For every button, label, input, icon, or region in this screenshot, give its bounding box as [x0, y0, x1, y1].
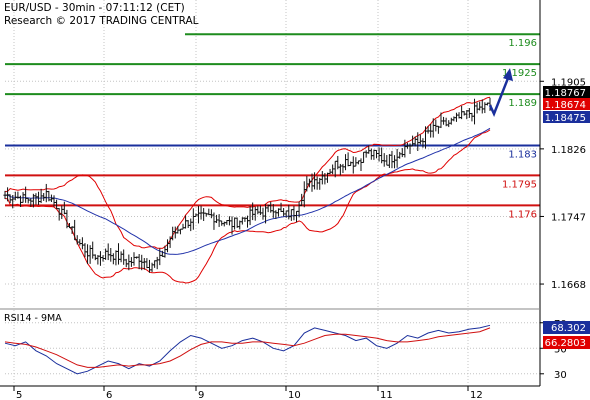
- price-grid: [5, 0, 540, 308]
- x-tick-label: 10: [288, 390, 301, 400]
- y-tick-label: 1.1905: [551, 77, 586, 88]
- x-tick-label: 9: [198, 390, 204, 400]
- level-label-1: 1.1925: [502, 68, 537, 79]
- y-tick-label: 1.1826: [551, 145, 586, 156]
- price-badge: 1.18475: [543, 111, 590, 124]
- moving-average-line: [4, 127, 491, 255]
- level-label-0: 1.196: [508, 38, 537, 49]
- price-badge-label: 1.18674: [545, 100, 586, 111]
- price-badge-bg: [543, 111, 590, 123]
- bollinger-bands: [4, 96, 491, 284]
- candles: [3, 97, 492, 273]
- rsi-badge-label: 68.302: [551, 323, 586, 334]
- rsi-title: RSI14 - 9MA: [4, 313, 62, 324]
- price-panel: 1.196 1.1925 1.189 1.183 1.1795 1.176: [0, 0, 540, 308]
- chart-title: EUR/USD - 30min - 07:11:12 (CET): [4, 2, 185, 14]
- rsi-badge: 66.2803: [543, 336, 590, 349]
- chart-copyright: Research © 2017 TRADING CENTRAL: [4, 15, 199, 27]
- rsi-series-ma: [4, 327, 491, 368]
- axes: [0, 0, 541, 391]
- rsi-badge-bg: [543, 336, 590, 349]
- price-badge-label: 1.18767: [545, 88, 586, 99]
- x-tick-label: 12: [470, 390, 483, 400]
- rsi-badge-bg: [543, 321, 590, 334]
- projection-arrow-line: [488, 77, 510, 117]
- projection-arrow-head: [503, 68, 513, 82]
- level-label-2: 1.189: [508, 98, 537, 109]
- rsi-y-tick-label: 30: [554, 370, 567, 381]
- projection-arrow: [488, 68, 513, 117]
- bollinger-upper-line: [4, 96, 491, 249]
- rsi-y-tick-label: 50: [554, 344, 567, 355]
- rsi-lines: [4, 324, 491, 375]
- price-levels: 1.196 1.1925 1.189 1.183 1.1795 1.176: [5, 33, 540, 220]
- rsi-badge-label: 66.2803: [545, 338, 586, 349]
- rsi-series-rsi: [4, 324, 491, 375]
- level-label-5: 1.176: [508, 209, 537, 220]
- price-badge: 1.18767: [543, 86, 590, 99]
- level-label-3: 1.183: [508, 149, 537, 160]
- y-tick-label: 1.1747: [551, 212, 586, 223]
- price-badge-bg: [543, 86, 590, 98]
- price-panel-bg: [0, 0, 540, 308]
- price-badge: 1.18674: [543, 98, 590, 111]
- price-badge-label: 1.18475: [545, 113, 586, 124]
- x-tick-label: 5: [16, 390, 22, 400]
- y-tick-label: 1.1668: [551, 280, 586, 291]
- level-label-4: 1.1795: [502, 179, 537, 190]
- x-tick-label: 6: [106, 390, 112, 400]
- x-tick-label: 11: [380, 390, 393, 400]
- price-badge-bg: [543, 98, 590, 110]
- bollinger-lower-line: [4, 129, 491, 284]
- rsi-badge: 68.302: [543, 321, 590, 334]
- x-axis-labels: 5 6 9 10 11 12: [16, 390, 483, 400]
- rsi-panel: RSI14 - 9MA: [0, 310, 540, 384]
